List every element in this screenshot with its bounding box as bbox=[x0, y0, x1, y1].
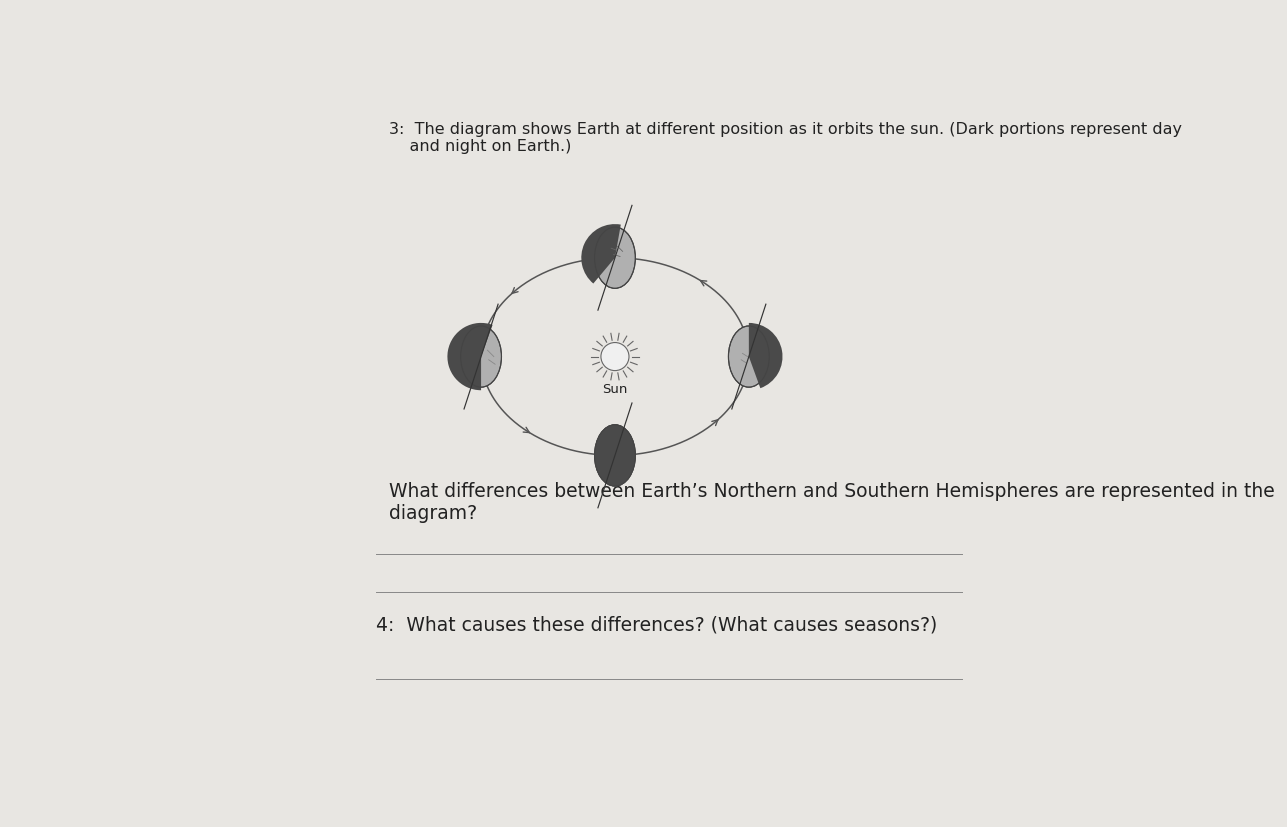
Text: 4:  What causes these differences? (What causes seasons?): 4: What causes these differences? (What … bbox=[376, 615, 937, 634]
Wedge shape bbox=[448, 323, 493, 391]
Ellipse shape bbox=[595, 425, 636, 486]
Text: What differences between Earth’s Northern and Southern Hemispheres are represent: What differences between Earth’s Norther… bbox=[389, 481, 1274, 523]
Ellipse shape bbox=[461, 327, 502, 388]
Ellipse shape bbox=[595, 425, 636, 487]
Wedge shape bbox=[749, 323, 782, 389]
Text: Sun: Sun bbox=[602, 383, 628, 395]
Wedge shape bbox=[582, 225, 620, 284]
Ellipse shape bbox=[595, 228, 636, 289]
Text: 3:  The diagram shows Earth at different position as it orbits the sun. (Dark po: 3: The diagram shows Earth at different … bbox=[389, 122, 1181, 154]
Circle shape bbox=[601, 343, 629, 371]
Ellipse shape bbox=[728, 327, 770, 388]
